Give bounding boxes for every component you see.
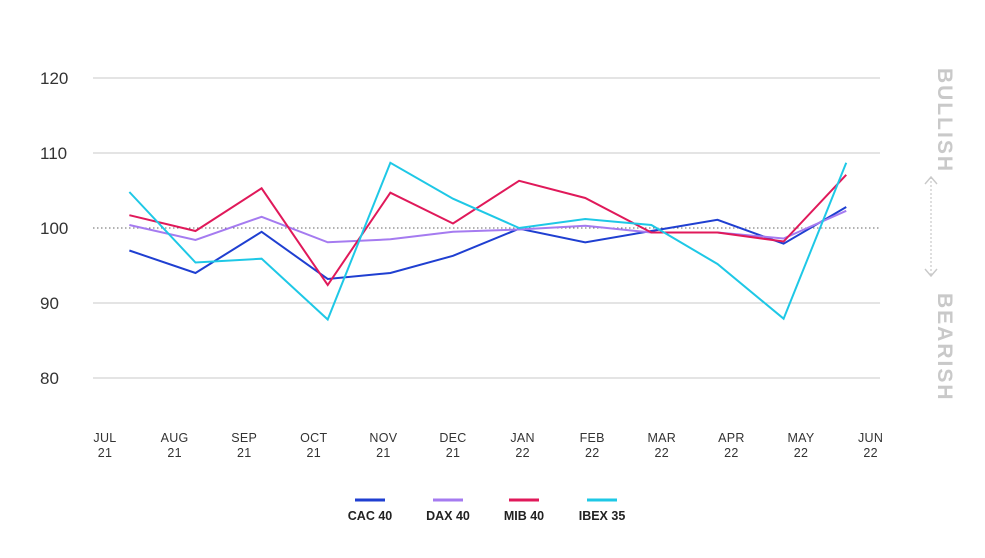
grid-lines [93, 77, 880, 379]
x-tick-label: MAR 22 [647, 431, 676, 460]
y-tick-label: 120 [40, 69, 68, 88]
x-tick-label: AUG 21 [161, 431, 189, 460]
series-line-ibex-35 [128, 161, 848, 322]
x-tick-label: JUL 21 [93, 431, 116, 460]
y-axis-tick-labels: 80 90 100 110 120 [40, 69, 68, 388]
legend-label: DAX 40 [426, 509, 470, 523]
x-tick-label: FEB 22 [580, 431, 605, 460]
legend-item: CAC 40 [348, 498, 393, 523]
x-tick-label: NOV 21 [369, 431, 397, 460]
x-tick-label: OCT 21 [300, 431, 327, 460]
x-tick-label: JAN 22 [510, 431, 535, 460]
legend-item: IBEX 35 [579, 498, 626, 523]
series-line-mib-40 [129, 174, 847, 287]
x-tick-label: MAY 22 [787, 431, 814, 460]
legend-item: MIB 40 [504, 498, 544, 523]
series-line-cac-40 [129, 206, 847, 281]
y-tick-label: 100 [40, 219, 68, 238]
arrow-down-icon [924, 268, 938, 278]
x-axis-tick-labels: JUL 21 AUG 21 SEP 21 OCT 21 NOV 21 DEC 21 JAN 22 FEB 22… [93, 431, 883, 460]
bullish-label: BULLISH [933, 68, 956, 173]
legend-label: MIB 40 [504, 509, 544, 523]
x-tick-label: APR 22 [718, 431, 745, 460]
y-tick-label: 90 [40, 294, 59, 313]
legend: CAC 40 DAX 40 MIB 40 IBEX 35 [348, 498, 626, 523]
x-tick-label: JUN 22 [858, 431, 883, 460]
legend-label: CAC 40 [348, 509, 393, 523]
sentiment-indicator: BULLISH BEARISH [924, 68, 956, 402]
x-tick-label: DEC 21 [439, 431, 466, 460]
legend-item: DAX 40 [426, 498, 470, 523]
legend-label: IBEX 35 [579, 509, 626, 523]
arrow-up-icon [924, 175, 938, 185]
y-tick-label: 110 [40, 144, 67, 163]
bearish-label: BEARISH [933, 293, 956, 402]
series-lines [128, 161, 848, 322]
y-tick-label: 80 [40, 369, 59, 388]
x-tick-label: SEP 21 [231, 431, 257, 460]
